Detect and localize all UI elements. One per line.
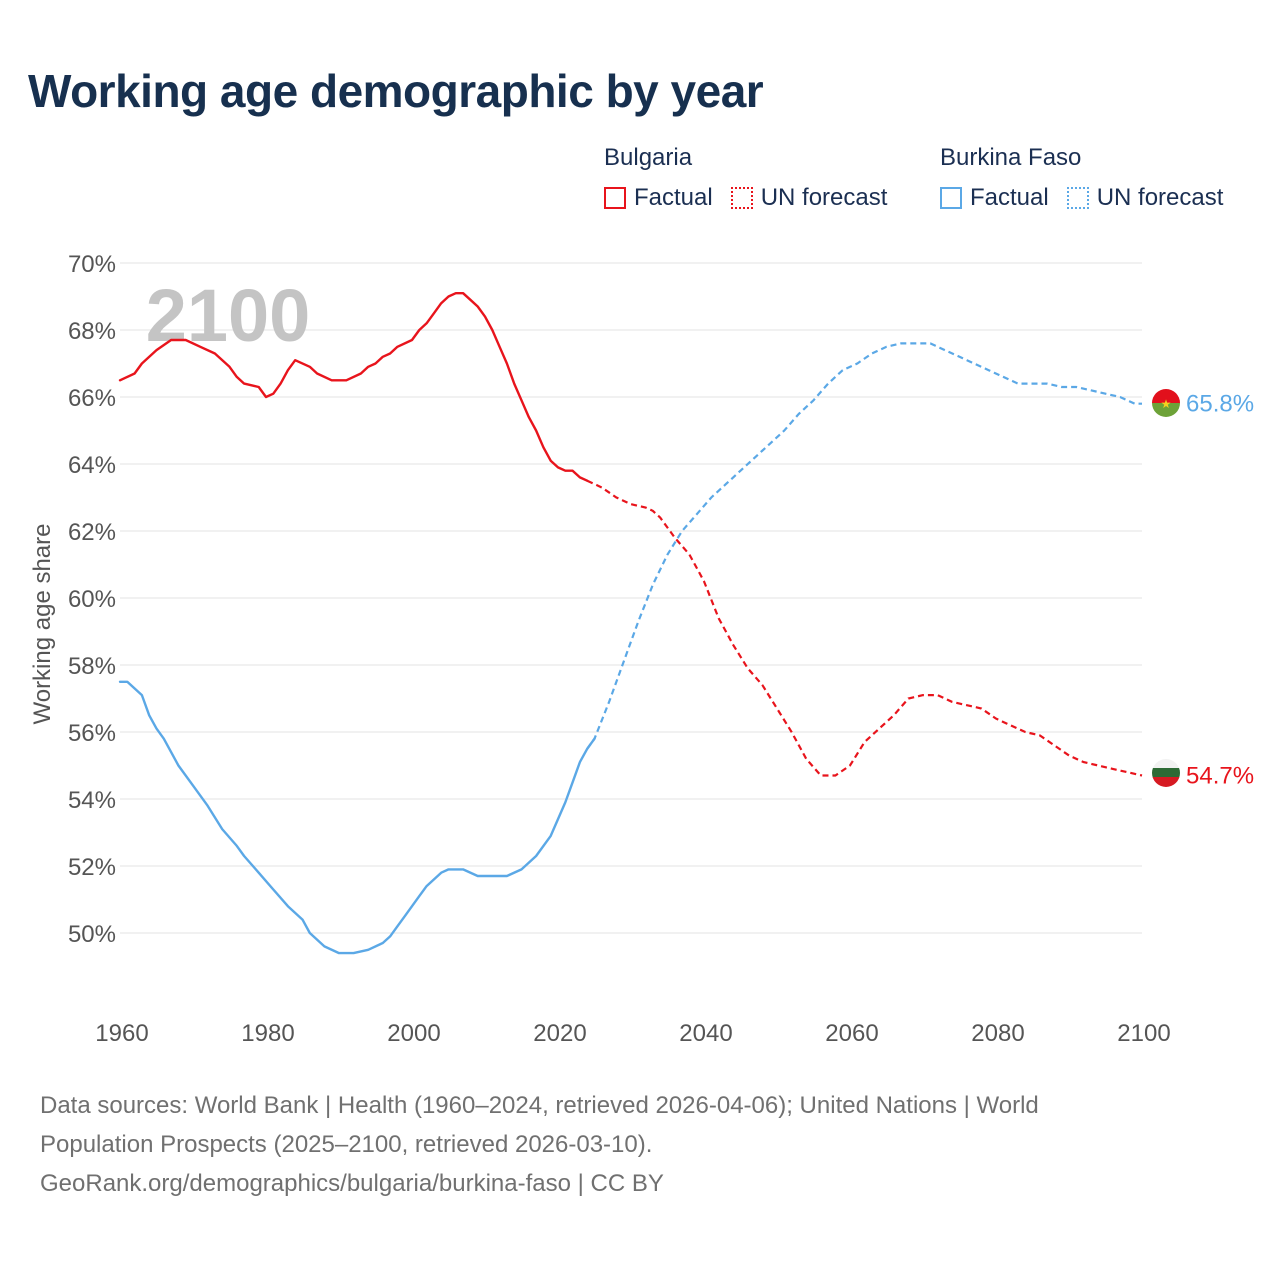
sources-line-3[interactable]: GeoRank.org/demographics/bulgaria/burkin… [40,1170,664,1197]
legend-label: UN forecast [1096,184,1224,211]
legend-item-factual[interactable]: Factual [604,184,713,212]
legend-country-label: Burkina Faso [940,144,1082,171]
legend-swatch-solid [604,187,626,209]
legend-label: Factual [634,184,713,211]
burkina-faso-flag-icon: ★ [1152,389,1180,417]
year-watermark: 2100 [146,274,311,357]
y-tick-label: 70% [68,251,116,278]
series-line-forecast [586,479,1143,777]
y-tick-label: 62% [68,519,116,546]
legend-burkina-faso: Burkina Faso Factual UN forecast [940,144,1223,212]
x-tick-label: 2060 [825,1020,878,1047]
series-end-label: 54.7% [1186,763,1254,790]
series-end-label: 65.8% [1186,391,1254,418]
legend-label: UN forecast [760,184,888,211]
end-labels: 54.7% 65.8% [1186,391,1254,790]
y-tick-label: 58% [68,653,116,680]
y-tick-label: 52% [68,854,116,881]
legend-swatch-dotted [730,187,753,209]
legend-label: Factual [970,184,1049,211]
x-axis-ticks: 1960 1980 2000 2020 2040 2060 2080 2100 [95,1020,1170,1047]
series-line-factual [118,292,589,482]
x-tick-label: 2080 [971,1020,1024,1047]
legend-country-label: Bulgaria [604,144,693,171]
y-tick-label: 56% [68,720,116,747]
legend-item-forecast[interactable]: UN forecast [1066,184,1224,212]
legend-bulgaria: Bulgaria Factual UN forecast [604,144,887,212]
y-tick-label: 66% [68,385,116,412]
sources-line-1: Data sources: World Bank | Health (1960–… [40,1092,1039,1119]
x-tick-label: 2100 [1117,1020,1170,1047]
chart-title: Working age demographic by year [28,65,764,117]
y-axis-label: Working age share [29,524,56,725]
y-tick-label: 64% [68,452,116,479]
series-line-factual [118,680,596,955]
y-axis-ticks: 50% 52% 54% 56% 58% 60% 62% 64% 66% 68% 70% [68,251,116,948]
series-lines [118,292,1143,955]
x-tick-label: 2000 [387,1020,440,1047]
y-tick-label: 50% [68,921,116,948]
svg-text:★: ★ [1161,397,1172,411]
sources-line-2: Population Prospects (2025–2100, retriev… [40,1131,653,1158]
grid-lines [120,262,1142,934]
x-tick-label: 1980 [241,1020,294,1047]
line-chart: 50%52%54%56%58%60%62%64%66%68%70% 1960 19… [29,251,1254,1047]
y-tick-label: 54% [68,787,116,814]
legend-item-factual[interactable]: Factual [940,184,1049,212]
x-tick-label: 2020 [533,1020,586,1047]
bulgaria-flag-icon [1152,759,1180,787]
y-tick-label: 68% [68,318,116,345]
legend-swatch-dotted [1066,187,1089,209]
y-tick-label: 60% [68,586,116,613]
legend-swatch-solid [940,187,962,209]
data-sources: Data sources: World Bank | Health (1960–… [40,1086,1190,1203]
x-tick-label: 1960 [95,1020,148,1047]
x-tick-label: 2040 [679,1020,732,1047]
series-line-forecast [586,342,1142,750]
legend-item-forecast[interactable]: UN forecast [730,184,888,212]
